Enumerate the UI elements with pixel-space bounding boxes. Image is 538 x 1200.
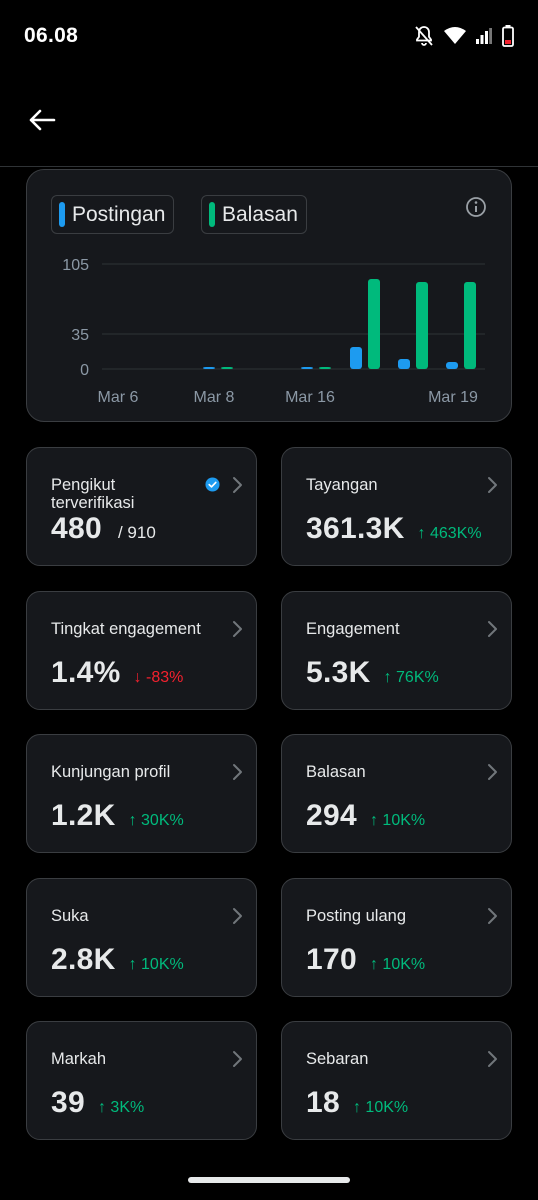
stat-card-balasan[interactable]: Balasan 294 ↑ 10K% (281, 734, 512, 853)
stat-change: ↑ 10K% (128, 956, 184, 973)
stat-value: 5.3K (306, 656, 371, 689)
status-icons (414, 25, 514, 47)
stat-total: / 910 (117, 523, 156, 542)
legend-label-balasan: Balasan (222, 202, 298, 226)
stat-value-row: 361.3K ↑ 463K% (306, 512, 482, 546)
bar-postingan[interactable] (350, 347, 362, 369)
stat-label: Tayangan (306, 476, 378, 494)
stat-value: 294 (306, 799, 357, 832)
bar-balasan[interactable] (464, 282, 476, 369)
stat-label: Tingkat engagement (51, 620, 201, 638)
stat-value: 39 (51, 1086, 85, 1119)
stat-change: ↑ 3K% (97, 1099, 145, 1116)
stat-card-sebaran[interactable]: Sebaran 18 ↑ 10K% (281, 1021, 512, 1140)
stat-change: ↑ 10K% (369, 812, 426, 829)
x-tick-label: Mar 19 (428, 389, 478, 406)
stat-value-row: 1.4% ↓ -83% (51, 656, 183, 690)
stat-change: ↓ -83% (133, 669, 184, 686)
bar-postingan[interactable] (203, 367, 215, 369)
stat-value-row: 39 ↑ 3K% (51, 1086, 144, 1120)
chevron-right-icon (233, 621, 242, 637)
x-tick-label: Mar 8 (194, 389, 235, 406)
stat-change: ↑ 76K% (383, 669, 439, 686)
stat-label: Engagement (306, 620, 400, 638)
verified-badge-icon (205, 477, 220, 492)
stat-card-tayangan[interactable]: Tayangan 361.3K ↑ 463K% (281, 447, 512, 566)
stat-change: ↑ 10K% (369, 956, 426, 973)
stat-label: Sebaran (306, 1050, 369, 1068)
legend-swatch-balasan (209, 202, 215, 227)
bell-off-icon (415, 26, 433, 46)
stat-value: 1.4% (51, 656, 121, 689)
status-bar: 06.08 (0, 0, 538, 72)
bar-balasan[interactable] (368, 279, 380, 369)
chevron-right-icon (488, 621, 497, 637)
stat-value-row: 1.2K ↑ 30K% (51, 799, 184, 833)
stat-card-suka[interactable]: Suka 2.8K ↑ 10K% (26, 878, 257, 997)
x-tick-label: Mar 16 (285, 389, 335, 406)
chevron-right-icon (233, 477, 242, 493)
stat-label: Markah (51, 1050, 107, 1068)
chart-plot: 105 35 0 Mar 6 Mar 8 Mar 16 Mar 19 (62, 257, 485, 406)
stat-change: ↑ 463K% (417, 525, 482, 542)
stat-value-row: 18 ↑ 10K% (306, 1086, 408, 1120)
stat-value-row: 480 / 910 (51, 512, 156, 546)
bar-postingan[interactable] (446, 362, 458, 369)
stat-label: Kunjungan profil (51, 763, 171, 781)
home-indicator[interactable] (188, 1177, 350, 1183)
stat-value: 18 (306, 1086, 340, 1119)
bar-postingan[interactable] (398, 359, 410, 369)
stat-label: Suka (51, 907, 89, 925)
stat-label: Posting ulang (306, 907, 406, 925)
y-tick-label: 35 (71, 327, 89, 344)
stat-card-pengikut-terverifikasi[interactable]: Pengikut terverifikasi 480 / 910 (26, 447, 257, 566)
chevron-right-icon (233, 764, 242, 780)
arrow-left-icon (29, 109, 56, 131)
status-time: 06.08 (24, 24, 79, 47)
legend-swatch-postingan (59, 202, 65, 227)
chevron-right-icon (488, 764, 497, 780)
stat-value-row: 2.8K ↑ 10K% (51, 943, 184, 977)
stat-value-row: 294 ↑ 10K% (306, 799, 425, 833)
back-button[interactable] (22, 102, 62, 138)
y-tick-label: 0 (80, 362, 89, 379)
legend-postingan[interactable]: Postingan (51, 195, 175, 234)
stat-value: 1.2K (51, 799, 116, 832)
stat-value: 480 (51, 512, 102, 545)
activity-chart-card: Postingan Balasan 105 35 0 Mar 6 Mar 8 Mar 16… (26, 169, 512, 422)
stat-card-posting-ulang[interactable]: Posting ulang 170 ↑ 10K% (281, 878, 512, 997)
chevron-right-icon (233, 908, 242, 924)
chevron-right-icon (488, 1051, 497, 1067)
chevron-right-icon (488, 477, 497, 493)
battery-low-icon (502, 25, 514, 47)
bar-balasan[interactable] (416, 282, 428, 369)
stat-value-row: 170 ↑ 10K% (306, 943, 425, 977)
stat-value: 170 (306, 943, 357, 976)
bar-balasan[interactable] (221, 367, 233, 369)
legend-balasan[interactable]: Balasan (201, 195, 307, 234)
stat-card-engagement[interactable]: Engagement 5.3K ↑ 76K% (281, 591, 512, 710)
stat-label: Balasan (306, 763, 366, 781)
chevron-right-icon (233, 1051, 242, 1067)
x-tick-label: Mar 6 (98, 389, 139, 406)
legend-label-postingan: Postingan (72, 202, 166, 226)
stat-value: 361.3K (306, 512, 405, 545)
stat-label: Pengikut terverifikasi (51, 476, 135, 512)
stat-card-kunjungan-profil[interactable]: Kunjungan profil 1.2K ↑ 30K% (26, 734, 257, 853)
signal-icon (476, 28, 492, 44)
stat-change: ↑ 30K% (128, 812, 184, 829)
chevron-right-icon (488, 908, 497, 924)
stat-value: 2.8K (51, 943, 116, 976)
stat-card-markah[interactable]: Markah 39 ↑ 3K% (26, 1021, 257, 1140)
stat-card-tingkat-engagement[interactable]: Tingkat engagement 1.4% ↓ -83% (26, 591, 257, 710)
wifi-icon (444, 27, 466, 44)
bar-balasan[interactable] (319, 367, 331, 369)
y-tick-label: 105 (62, 257, 89, 274)
top-bar (0, 72, 538, 167)
bar-postingan[interactable] (301, 367, 313, 369)
info-icon[interactable] (465, 196, 487, 218)
stat-value-row: 5.3K ↑ 76K% (306, 656, 439, 690)
stat-change: ↑ 10K% (352, 1099, 409, 1116)
